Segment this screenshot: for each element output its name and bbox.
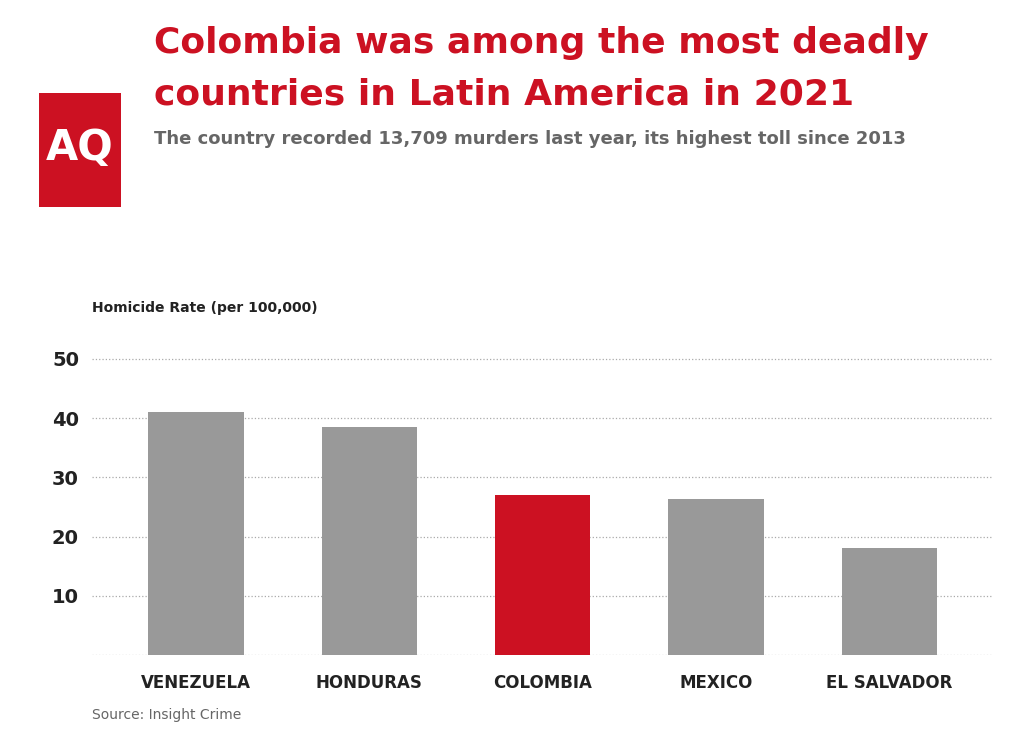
Text: Colombia was among the most deadly: Colombia was among the most deadly xyxy=(154,26,928,60)
Text: AQ: AQ xyxy=(46,127,114,169)
Bar xyxy=(322,427,417,655)
Bar xyxy=(669,500,764,655)
Bar xyxy=(148,412,244,655)
Text: countries in Latin America in 2021: countries in Latin America in 2021 xyxy=(154,78,854,112)
Text: Source: Insight Crime: Source: Insight Crime xyxy=(92,707,242,722)
Text: The country recorded 13,709 murders last year, its highest toll since 2013: The country recorded 13,709 murders last… xyxy=(154,130,905,147)
Bar xyxy=(495,495,591,655)
Text: Homicide Rate (per 100,000): Homicide Rate (per 100,000) xyxy=(92,300,317,314)
Bar xyxy=(842,548,937,655)
